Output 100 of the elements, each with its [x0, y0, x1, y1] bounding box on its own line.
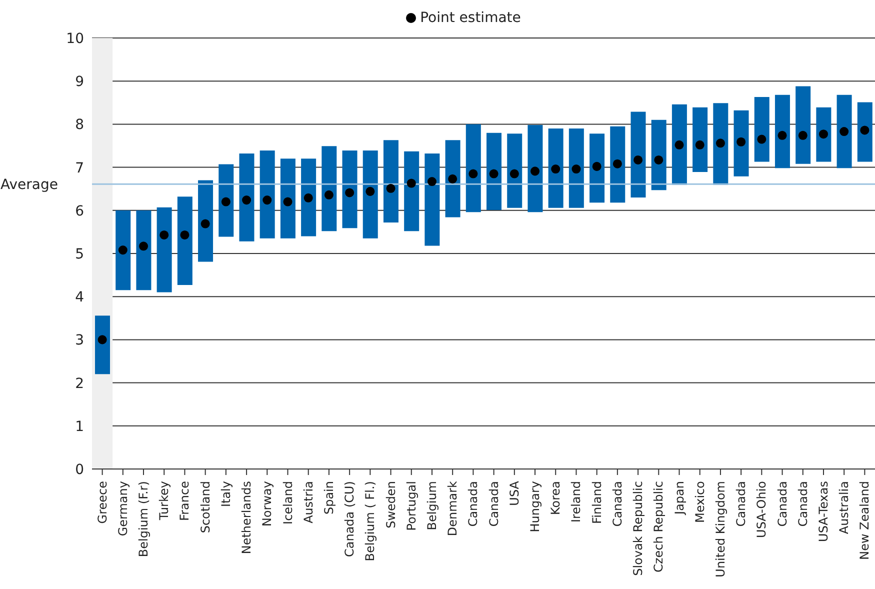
x-tick-label: Australia [837, 481, 852, 534]
x-tick-label: Canada [610, 481, 624, 527]
x-tick-label: Belgium ( Fl.) [363, 481, 378, 562]
x-tick-label: Ireland [569, 481, 584, 523]
bar [568, 128, 584, 208]
bar [95, 316, 110, 374]
bar [136, 210, 152, 290]
x-tick-label: USA [507, 480, 522, 506]
point [654, 155, 664, 164]
legend-label: Point estimate [420, 10, 521, 26]
x-tick-label: Canada [486, 481, 501, 527]
bar [322, 146, 337, 232]
point [118, 246, 128, 255]
point [200, 219, 210, 228]
y-tick-label: 7 [75, 160, 84, 176]
bar [857, 102, 872, 162]
x-tick-label: Canada (CU) [342, 481, 357, 558]
x-tick-label: USA-Texas [816, 481, 830, 542]
bar [198, 180, 214, 262]
point [860, 126, 870, 135]
y-tick-label: 5 [75, 246, 84, 262]
bar [713, 103, 728, 185]
bar [301, 158, 316, 236]
x-tick-label: Spain [322, 481, 336, 515]
point [448, 174, 458, 184]
point [592, 162, 602, 171]
bar [445, 140, 460, 218]
point [221, 197, 230, 206]
bar [177, 196, 192, 285]
y-tick-label: 0 [75, 462, 84, 478]
x-tick-label: Slovak Republic [631, 481, 646, 576]
point [283, 197, 292, 206]
y-tick-label: 8 [75, 117, 84, 134]
point [695, 140, 704, 150]
bar [218, 164, 234, 237]
point [572, 164, 581, 174]
y-tick-label: 4 [75, 290, 84, 306]
x-tick-label: Italy [218, 481, 233, 508]
y-tick-label: 6 [75, 203, 84, 220]
x-tick-label: Austria [301, 481, 316, 524]
bar [362, 150, 378, 238]
bar [466, 124, 481, 212]
x-tick-label: Finland [590, 481, 604, 524]
x-tick-label: Korea [548, 481, 563, 516]
point [139, 242, 148, 251]
x-tick-label: Germany [116, 481, 130, 536]
bar [754, 97, 770, 162]
point [674, 140, 684, 150]
bar [528, 125, 543, 212]
bar [816, 107, 832, 162]
x-tick-label: Portugal [404, 481, 418, 531]
x-tick-label: Czech Republic [652, 481, 666, 572]
point [716, 138, 725, 148]
point [634, 155, 643, 164]
x-tick-label: USA-Ohio [754, 481, 769, 538]
bar [116, 210, 131, 290]
bar [672, 104, 687, 185]
x-tick-label: Canada [775, 481, 790, 527]
bar [260, 150, 275, 238]
y-tick-label: 10 [66, 30, 84, 47]
bar [486, 132, 502, 210]
bar [548, 128, 564, 208]
bar [630, 112, 646, 198]
bar [280, 158, 296, 238]
ref-line-label: Average [0, 177, 58, 194]
point [304, 193, 313, 202]
point [366, 186, 375, 196]
bar [507, 134, 522, 208]
x-tick-label: Canada [734, 481, 748, 527]
x-tick-label: Belgium (F.r) [136, 481, 151, 558]
point [345, 188, 354, 198]
x-tick-label: Canada [466, 481, 480, 527]
x-tick-label: Sweden [384, 481, 398, 528]
point [840, 127, 849, 136]
bar [651, 120, 666, 190]
bar [239, 154, 254, 242]
point [778, 130, 787, 140]
x-tick-label: Belgium [424, 481, 439, 530]
bar [404, 151, 420, 232]
bar [796, 86, 811, 164]
bar [342, 150, 358, 228]
x-tick-label: Japan [672, 481, 686, 516]
point [736, 137, 746, 146]
point [180, 230, 190, 240]
bar [774, 94, 790, 168]
x-tick-label: Denmark [446, 480, 460, 536]
bar [424, 154, 440, 246]
y-tick-label: 1 [75, 418, 84, 435]
point [551, 164, 560, 174]
x-tick-label: Scotland [198, 481, 212, 534]
bar [610, 126, 626, 203]
point [427, 177, 436, 186]
bar [836, 94, 852, 168]
y-tick-label: 2 [75, 376, 84, 392]
x-tick-label: Greece [95, 481, 110, 524]
point [262, 196, 272, 205]
point [160, 230, 169, 240]
y-tick-label: 9 [75, 74, 84, 90]
point [612, 159, 622, 168]
x-tick-label: Mexico [692, 481, 707, 523]
